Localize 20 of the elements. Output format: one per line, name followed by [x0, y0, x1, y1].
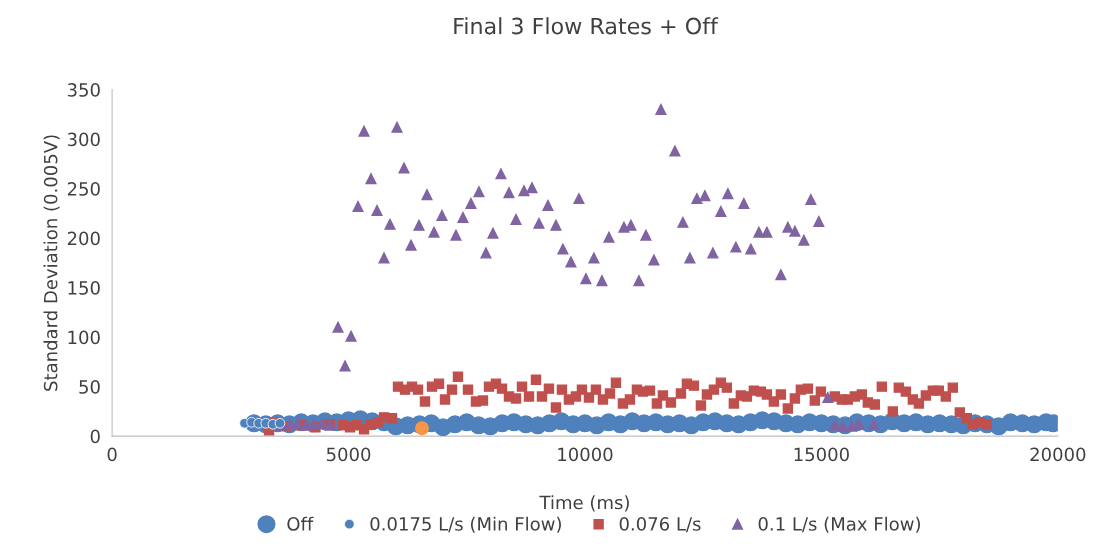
x-tick-label: 15000: [794, 447, 849, 462]
x-tick-label: 0: [107, 447, 117, 462]
y-axis-title: Standard Deviation (0.005V): [43, 135, 60, 391]
legend-label: 0.0175 L/s (Min Flow): [370, 516, 561, 533]
x-tick-label: 20000: [1030, 447, 1086, 462]
chart-title: Final 3 Flow Rates + Off: [454, 17, 719, 35]
legend-label: 0.076 L/s: [619, 517, 701, 533]
x-axis-title: Time (ms): [539, 495, 629, 512]
legend-label: 0.1 L/s (Max Flow): [758, 516, 920, 533]
x-tick-label: 5000: [326, 447, 371, 462]
y-tick-label: 0: [90, 429, 100, 444]
legend-label: Off: [287, 516, 314, 531]
y-tick-label: 350: [67, 83, 100, 97]
y-tick-label: 150: [68, 281, 100, 295]
y-tick-label: 50: [79, 380, 100, 394]
y-tick-label: 250: [67, 182, 100, 196]
y-tick-label: 200: [67, 231, 100, 246]
y-tick-label: 300: [67, 132, 100, 147]
y-tick-label: 100: [68, 330, 100, 345]
x-tick-label: 10000: [558, 447, 613, 462]
